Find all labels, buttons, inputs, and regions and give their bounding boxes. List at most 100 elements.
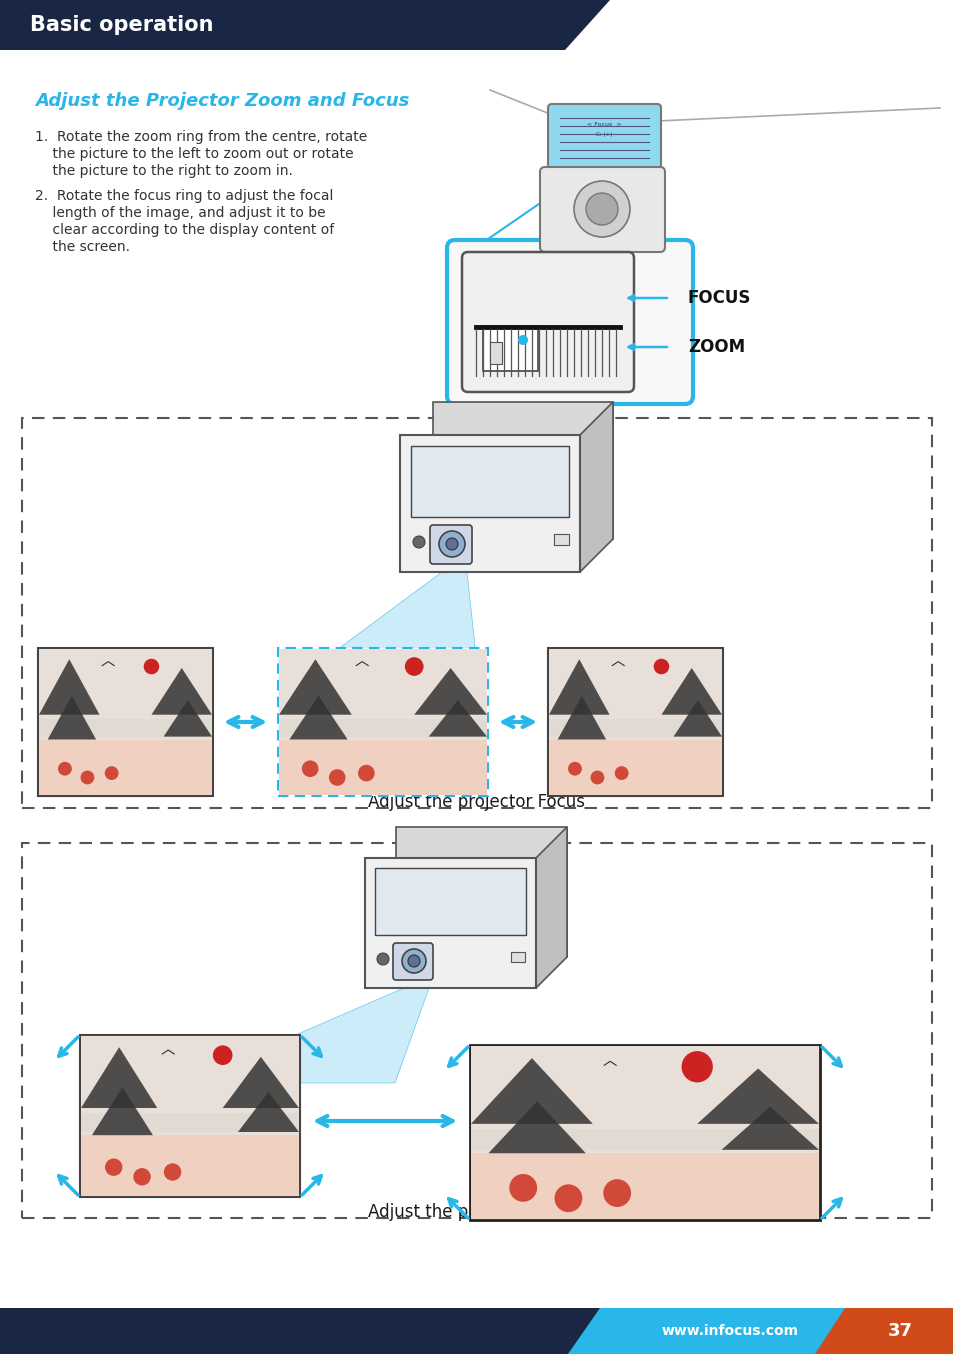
Circle shape (433, 536, 444, 548)
Polygon shape (365, 858, 536, 988)
Polygon shape (558, 696, 605, 739)
Circle shape (680, 1051, 712, 1082)
Circle shape (517, 334, 527, 345)
Polygon shape (579, 402, 613, 571)
Text: 37: 37 (886, 1322, 911, 1340)
FancyBboxPatch shape (278, 739, 486, 795)
Polygon shape (395, 827, 566, 957)
FancyBboxPatch shape (430, 525, 472, 565)
FancyBboxPatch shape (511, 952, 524, 961)
FancyBboxPatch shape (482, 326, 537, 371)
FancyBboxPatch shape (39, 739, 212, 795)
Polygon shape (814, 1308, 953, 1354)
Text: length of the image, and adjust it to be: length of the image, and adjust it to be (35, 206, 325, 219)
Text: 1.  Rotate the zoom ring from the centre, rotate: 1. Rotate the zoom ring from the centre,… (35, 130, 367, 144)
FancyBboxPatch shape (471, 1154, 818, 1219)
Circle shape (105, 1159, 122, 1175)
Polygon shape (536, 827, 566, 988)
Circle shape (653, 659, 669, 674)
Polygon shape (91, 1087, 152, 1135)
Polygon shape (0, 0, 609, 50)
Text: the screen.: the screen. (35, 240, 130, 255)
Circle shape (415, 953, 427, 965)
Circle shape (58, 762, 71, 776)
Polygon shape (697, 1068, 818, 1124)
Bar (38, 649, 213, 796)
FancyBboxPatch shape (471, 1047, 818, 1154)
Circle shape (554, 1185, 581, 1212)
Text: Adjust the projector Focus: Adjust the projector Focus (368, 793, 585, 811)
Circle shape (164, 1163, 181, 1181)
Polygon shape (222, 1057, 298, 1108)
FancyBboxPatch shape (411, 445, 568, 517)
Bar (470, 1045, 820, 1220)
Circle shape (585, 194, 618, 225)
FancyBboxPatch shape (278, 649, 486, 739)
Circle shape (301, 761, 318, 777)
FancyBboxPatch shape (547, 104, 660, 171)
Polygon shape (414, 668, 486, 715)
Text: C: (+): C: (+) (596, 131, 612, 137)
FancyBboxPatch shape (554, 533, 568, 546)
Circle shape (357, 765, 375, 781)
Circle shape (509, 1174, 537, 1202)
Circle shape (438, 531, 464, 556)
Polygon shape (660, 668, 721, 715)
Circle shape (404, 657, 423, 676)
FancyBboxPatch shape (81, 1113, 298, 1132)
Text: www.infocus.com: www.infocus.com (660, 1324, 798, 1338)
Polygon shape (428, 700, 486, 737)
Polygon shape (433, 402, 613, 539)
Polygon shape (237, 1091, 298, 1132)
FancyBboxPatch shape (39, 719, 212, 737)
FancyBboxPatch shape (81, 1135, 298, 1196)
Polygon shape (567, 1308, 874, 1354)
Text: Adjust the projector Zoom: Adjust the projector Zoom (368, 1202, 585, 1221)
Polygon shape (39, 659, 99, 715)
FancyBboxPatch shape (278, 719, 486, 737)
Circle shape (133, 1169, 151, 1186)
Bar (277, 649, 488, 796)
Circle shape (144, 659, 159, 674)
Circle shape (80, 770, 94, 784)
Circle shape (408, 955, 419, 967)
Polygon shape (471, 1057, 592, 1124)
Polygon shape (673, 700, 721, 737)
Polygon shape (185, 988, 429, 1083)
Polygon shape (81, 1047, 157, 1108)
Polygon shape (152, 668, 212, 715)
Circle shape (614, 766, 628, 780)
FancyBboxPatch shape (490, 343, 501, 364)
Circle shape (413, 536, 424, 548)
Circle shape (453, 536, 464, 548)
Circle shape (105, 766, 118, 780)
FancyBboxPatch shape (548, 649, 721, 739)
Text: clear according to the display content of: clear according to the display content o… (35, 223, 334, 237)
Text: < Focus  >: < Focus > (586, 122, 620, 127)
Polygon shape (280, 571, 479, 692)
FancyBboxPatch shape (39, 649, 212, 739)
FancyBboxPatch shape (471, 1129, 818, 1150)
Circle shape (395, 953, 408, 965)
Bar (80, 1034, 299, 1197)
Text: the picture to the right to zoom in.: the picture to the right to zoom in. (35, 164, 293, 177)
Polygon shape (0, 1308, 635, 1354)
Polygon shape (48, 696, 96, 739)
Polygon shape (289, 696, 347, 739)
Circle shape (590, 770, 604, 784)
FancyBboxPatch shape (81, 1036, 298, 1135)
Polygon shape (488, 1101, 585, 1154)
Text: 2.  Rotate the focus ring to adjust the focal: 2. Rotate the focus ring to adjust the f… (35, 190, 333, 203)
Circle shape (574, 181, 629, 237)
FancyBboxPatch shape (375, 868, 525, 936)
Polygon shape (278, 659, 352, 715)
FancyBboxPatch shape (393, 942, 433, 980)
Text: ZOOM: ZOOM (687, 338, 744, 356)
Polygon shape (163, 700, 212, 737)
FancyBboxPatch shape (461, 252, 634, 393)
Circle shape (213, 1045, 233, 1066)
Polygon shape (399, 435, 579, 571)
FancyBboxPatch shape (539, 167, 664, 252)
Circle shape (567, 762, 581, 776)
Text: Basic operation: Basic operation (30, 15, 213, 35)
